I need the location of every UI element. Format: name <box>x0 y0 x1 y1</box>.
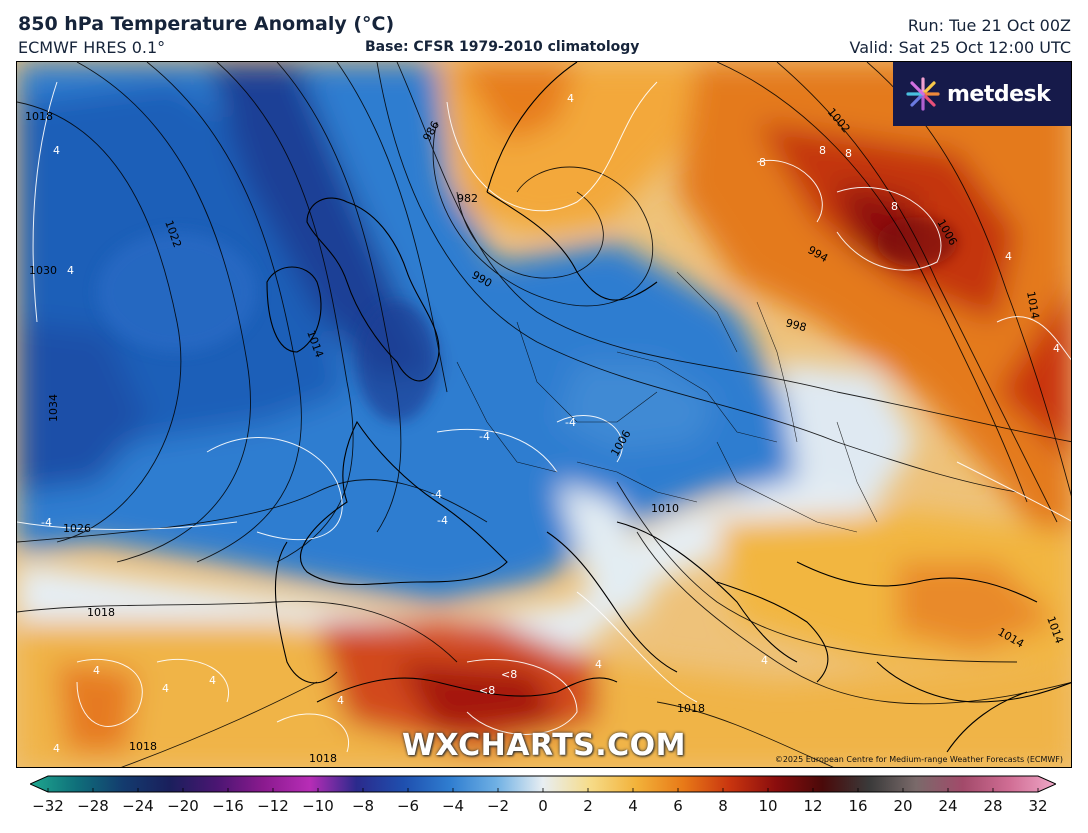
metdesk-logo-icon <box>906 77 940 111</box>
colorbar-tick-label: 32 <box>1028 797 1048 815</box>
colorbar-svg <box>28 775 1058 793</box>
colorbar-tick-label: −10 <box>302 797 334 815</box>
colorbar-tick-label: −8 <box>351 797 375 815</box>
anomaly-label: 8 <box>819 144 826 157</box>
anomaly-label: 4 <box>67 264 74 277</box>
isobar-label: 1018 <box>87 606 115 619</box>
colorbar-tick-label: −24 <box>122 797 154 815</box>
isobar-label: 1010 <box>651 502 679 515</box>
isobar-label: 1014 <box>1024 290 1042 320</box>
anomaly-labels: 4 4 4 8 8 8 8 4 4 -4 -4 -4 -4 -4 4 4 4 4… <box>41 92 1060 755</box>
isobar-label: 1018 <box>25 110 53 123</box>
climatology-base: Base: CFSR 1979-2010 climatology <box>365 39 640 55</box>
anomaly-label: -4 <box>431 488 442 501</box>
colorbar-tick-label: −16 <box>212 797 244 815</box>
colorbar-tick-label: 10 <box>758 797 778 815</box>
colorbar-tick-label: 20 <box>893 797 913 815</box>
anomaly-label: 8 <box>891 200 898 213</box>
anomaly-label: 4 <box>761 654 768 667</box>
anomaly-label: -4 <box>565 416 576 429</box>
anomaly-label: 4 <box>337 694 344 707</box>
anomaly-contours <box>17 81 1071 753</box>
colorbar-tick-label: −20 <box>167 797 199 815</box>
anomaly-label: 8 <box>845 147 852 160</box>
watermark: WXCHARTS.COM <box>401 728 687 763</box>
colorbar-tick-label: 12 <box>803 797 823 815</box>
isobar-label: 1018 <box>129 740 157 753</box>
colorbar-tick-label: −6 <box>396 797 420 815</box>
anomaly-map[interactable]: 1018 1030 1034 1022 1014 1026 1018 1018 … <box>16 61 1072 768</box>
anomaly-label: -4 <box>479 430 490 443</box>
anomaly-label: 4 <box>567 92 574 105</box>
colorbar-tick-label: 8 <box>718 797 728 815</box>
logo-text: metdesk <box>947 81 1051 107</box>
borders <box>456 271 878 533</box>
anomaly-label: 4 <box>53 144 60 157</box>
anomaly-label: 8 <box>759 156 766 169</box>
anomaly-label: 4 <box>93 664 100 677</box>
anomaly-label: 4 <box>162 682 169 695</box>
isobar-lines <box>17 62 1071 767</box>
anomaly-label: 4 <box>209 674 216 687</box>
anomaly-label: <8 <box>501 668 517 681</box>
colorbar-tick-label: 16 <box>848 797 868 815</box>
colorbar-tick-label: 4 <box>628 797 638 815</box>
anomaly-label: 4 <box>1053 342 1060 355</box>
coastlines <box>266 62 1071 753</box>
model-name: ECMWF HRES 0.1° <box>18 38 166 57</box>
metdesk-logo: metdesk <box>893 62 1071 126</box>
chart-title: 850 hPa Temperature Anomaly (°C) <box>18 13 395 35</box>
anomaly-label: -4 <box>437 514 448 527</box>
colorbar-tick-label: −28 <box>77 797 109 815</box>
colorbar-tick-label: −32 <box>32 797 64 815</box>
colorbar-tick-label: 28 <box>983 797 1003 815</box>
valid-time: Valid: Sat 25 Oct 12:00 UTC <box>849 38 1071 57</box>
colorbar-labels: −32 −28 −24 −20 −16 −12 −10 −8 −6 −4 −2 0 2 4 6 8 10 12 16… <box>0 797 1088 819</box>
anomaly-label: 4 <box>595 658 602 671</box>
isobar-label: 1026 <box>63 522 91 535</box>
colorbar-tick-label: 2 <box>583 797 593 815</box>
anomaly-label: <8 <box>479 684 495 697</box>
isobar-label: 998 <box>784 316 808 334</box>
colorbar-tick-label: 6 <box>673 797 683 815</box>
run-time: Run: Tue 21 Oct 00Z <box>907 16 1071 35</box>
anomaly-label: 4 <box>53 742 60 755</box>
isobar-label: 1030 <box>29 264 57 277</box>
anomaly-label: -4 <box>41 516 52 529</box>
colorbar-tick-label: −2 <box>486 797 510 815</box>
isobar-label: 1034 <box>47 394 60 422</box>
colorbar-tick-label: 0 <box>538 797 548 815</box>
isobar-label: 1018 <box>677 702 705 715</box>
colorbar-tick-label: 24 <box>938 797 958 815</box>
map-canvas: 1018 1030 1034 1022 1014 1026 1018 1018 … <box>17 62 1071 767</box>
isobar-label: 982 <box>457 192 478 205</box>
isobar-label: 1018 <box>309 752 337 765</box>
colorbar-tick-label: −4 <box>441 797 465 815</box>
anomaly-label: 4 <box>1005 250 1012 263</box>
colorbar-tick-label: −12 <box>257 797 289 815</box>
colorbar <box>28 775 1058 793</box>
copyright-notice: ©2025 European Centre for Medium-range W… <box>774 755 1063 764</box>
